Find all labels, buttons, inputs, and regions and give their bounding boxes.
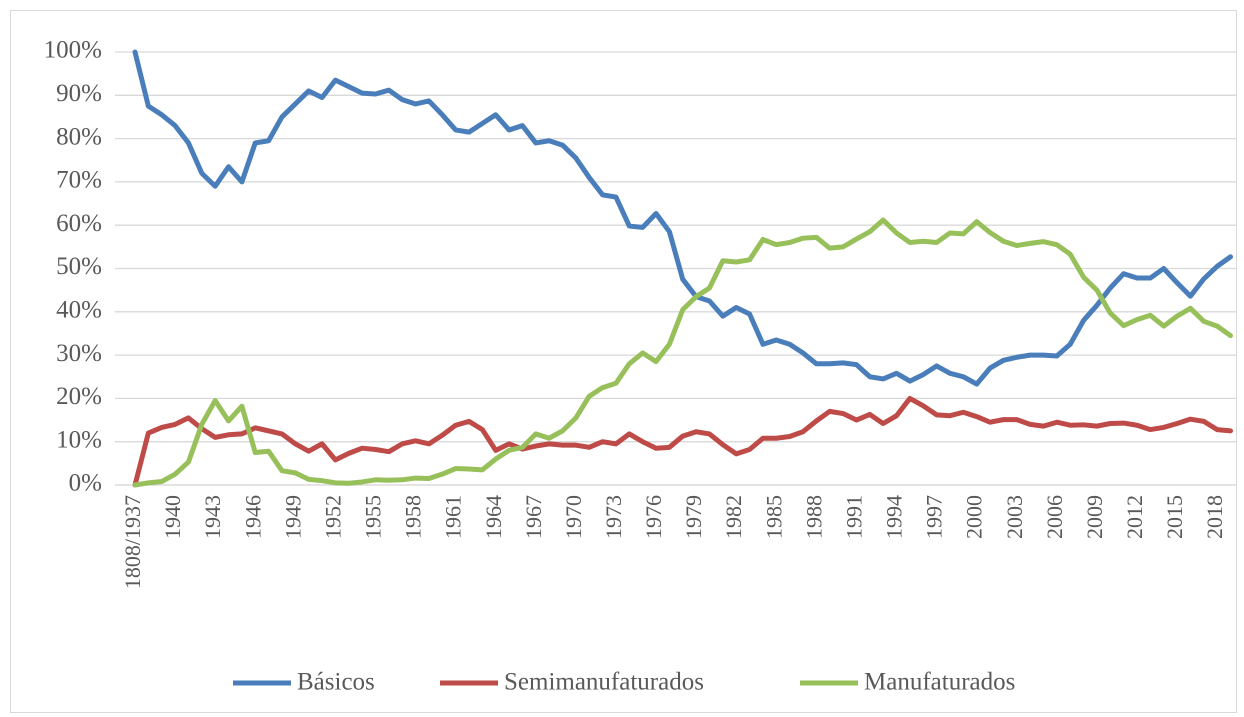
x-tick-label: 1994 — [882, 495, 907, 539]
y-tick-label: 30% — [56, 340, 102, 367]
x-tick-label: 1943 — [200, 495, 225, 539]
x-tick-label: 2006 — [1042, 495, 1067, 539]
series-line — [132, 217, 1234, 488]
x-tick-label: 1949 — [280, 495, 305, 539]
x-tick-label: 1964 — [481, 495, 506, 539]
y-tick-label: 10% — [56, 426, 102, 453]
y-tick-label: 40% — [56, 297, 102, 324]
x-tick-label: 1982 — [721, 495, 746, 539]
legend-label: Semimanufaturados — [504, 669, 704, 696]
chart-frame — [10, 10, 1237, 713]
series-line — [132, 395, 1234, 488]
x-tick-label: 1991 — [841, 495, 866, 539]
y-tick-label: 80% — [56, 123, 102, 150]
x-tick-label: 2018 — [1202, 495, 1227, 539]
legend-label: Manufaturados — [864, 669, 1015, 696]
y-tick-label: 90% — [56, 80, 102, 107]
x-tick-label: 1976 — [641, 495, 666, 539]
x-tick-label: 1970 — [561, 495, 586, 539]
x-tick-label: 1946 — [240, 495, 265, 539]
series-line — [132, 49, 1234, 387]
x-tick-label: 2003 — [1002, 495, 1027, 539]
x-tick-label: 1988 — [801, 495, 826, 539]
y-tick-label: 60% — [56, 210, 102, 237]
x-tick-label: 1808/1937 — [120, 495, 145, 589]
x-tick-label: 1967 — [521, 495, 546, 539]
x-tick-label: 1958 — [401, 495, 426, 539]
x-tick-label: 1940 — [160, 495, 185, 539]
x-tick-label: 1979 — [681, 495, 706, 539]
x-tick-label: 2015 — [1162, 495, 1187, 539]
y-tick-label: 20% — [56, 383, 102, 410]
x-tick-label: 1961 — [441, 495, 466, 539]
y-tick-label: 70% — [56, 167, 102, 194]
x-tick-label: 1985 — [761, 495, 786, 539]
x-tick-label: 1952 — [320, 495, 345, 539]
x-tick-label: 1973 — [601, 495, 626, 539]
y-tick-label: 100% — [44, 37, 102, 64]
y-tick-label: 50% — [56, 253, 102, 280]
x-tick-label: 2000 — [962, 495, 987, 539]
x-tick-label: 1955 — [361, 495, 386, 539]
y-tick-label: 0% — [69, 470, 102, 497]
legend-label: Básicos — [297, 669, 375, 696]
x-tick-label: 2009 — [1082, 495, 1107, 539]
x-tick-label: 2012 — [1122, 495, 1147, 539]
x-tick-label: 1997 — [922, 495, 947, 539]
